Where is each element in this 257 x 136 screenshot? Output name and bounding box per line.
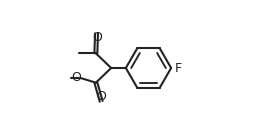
Text: O: O <box>92 31 102 44</box>
Text: O: O <box>96 90 106 103</box>
Text: F: F <box>175 61 182 75</box>
Text: O: O <box>72 72 82 84</box>
